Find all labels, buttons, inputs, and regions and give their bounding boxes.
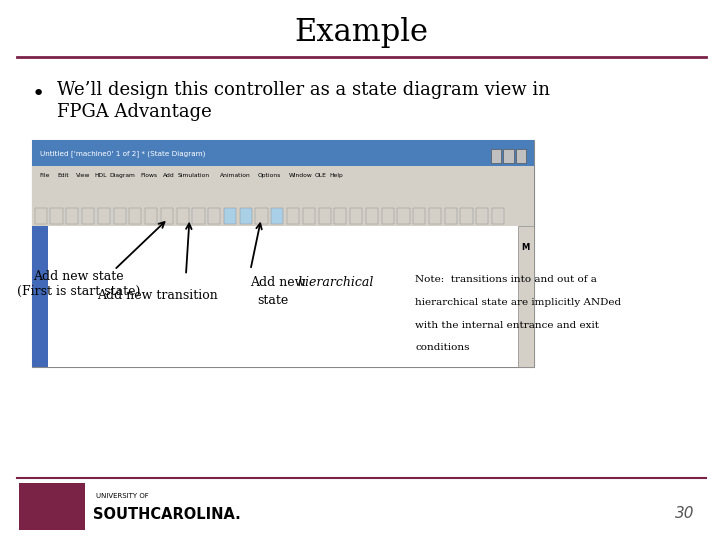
Text: FPGA Advantage: FPGA Advantage: [57, 103, 212, 120]
Text: Untitled ['machine0' 1 of 2] * (State Diagram): Untitled ['machine0' 1 of 2] * (State Di…: [40, 150, 206, 157]
Bar: [303, 208, 315, 224]
Bar: [503, 149, 513, 163]
Text: UNIVERSITY OF: UNIVERSITY OF: [96, 492, 149, 499]
Bar: [98, 208, 110, 224]
Text: View: View: [76, 173, 91, 178]
Bar: [492, 208, 504, 224]
Text: state: state: [258, 294, 289, 307]
Text: Animation: Animation: [220, 173, 251, 178]
Bar: [82, 208, 94, 224]
Bar: [32, 185, 534, 205]
Text: HDL: HDL: [95, 173, 107, 178]
Text: conditions: conditions: [415, 343, 470, 353]
Text: Add new: Add new: [251, 276, 310, 289]
Text: Diagram: Diagram: [109, 173, 135, 178]
Bar: [114, 208, 126, 224]
Bar: [32, 140, 534, 367]
Bar: [382, 208, 394, 224]
Text: Window: Window: [289, 173, 312, 178]
Bar: [130, 208, 141, 224]
Text: Simulation: Simulation: [177, 173, 210, 178]
Bar: [32, 140, 534, 166]
Text: Add new state
(First is start state): Add new state (First is start state): [17, 270, 140, 298]
Bar: [35, 208, 47, 224]
Text: SOUTHCAROLINA.: SOUTHCAROLINA.: [94, 507, 241, 522]
Text: Flows: Flows: [140, 173, 157, 178]
Bar: [413, 208, 426, 224]
Text: File: File: [39, 173, 49, 178]
Text: Add new transition: Add new transition: [97, 289, 217, 302]
Text: •: •: [32, 84, 45, 104]
Bar: [19, 483, 85, 530]
Text: OLE: OLE: [315, 173, 327, 178]
Text: hierarchical state are implicitly ANDed: hierarchical state are implicitly ANDed: [415, 298, 621, 307]
Text: Example: Example: [294, 17, 428, 48]
Text: Note:  transitions into and out of a: Note: transitions into and out of a: [415, 275, 597, 285]
Bar: [350, 208, 362, 224]
Text: with the internal entrance and exit: with the internal entrance and exit: [415, 321, 599, 330]
Text: Options: Options: [258, 173, 282, 178]
Text: Edit: Edit: [58, 173, 69, 178]
Bar: [516, 149, 526, 163]
Bar: [224, 208, 236, 224]
Bar: [48, 226, 518, 367]
Bar: [208, 208, 220, 224]
Text: Add: Add: [163, 173, 174, 178]
Bar: [192, 208, 204, 224]
Bar: [66, 208, 78, 224]
Bar: [240, 208, 252, 224]
Text: We’ll design this controller as a state diagram view in: We’ll design this controller as a state …: [57, 81, 550, 99]
Bar: [334, 208, 346, 224]
Bar: [176, 208, 189, 224]
Bar: [32, 226, 48, 367]
Text: 30: 30: [675, 505, 695, 521]
Text: Help: Help: [330, 173, 343, 178]
Bar: [256, 208, 268, 224]
Bar: [271, 208, 284, 224]
Bar: [50, 208, 63, 224]
Bar: [318, 208, 330, 224]
Bar: [461, 208, 472, 224]
Bar: [32, 205, 534, 226]
Bar: [397, 208, 410, 224]
Text: hierarchical: hierarchical: [297, 276, 374, 289]
Bar: [32, 166, 534, 185]
Bar: [145, 208, 157, 224]
Bar: [161, 208, 173, 224]
Text: M: M: [521, 243, 530, 252]
Bar: [490, 149, 500, 163]
Bar: [429, 208, 441, 224]
Bar: [476, 208, 488, 224]
Bar: [287, 208, 300, 224]
Bar: [445, 208, 457, 224]
Bar: [518, 226, 534, 367]
Bar: [366, 208, 378, 224]
